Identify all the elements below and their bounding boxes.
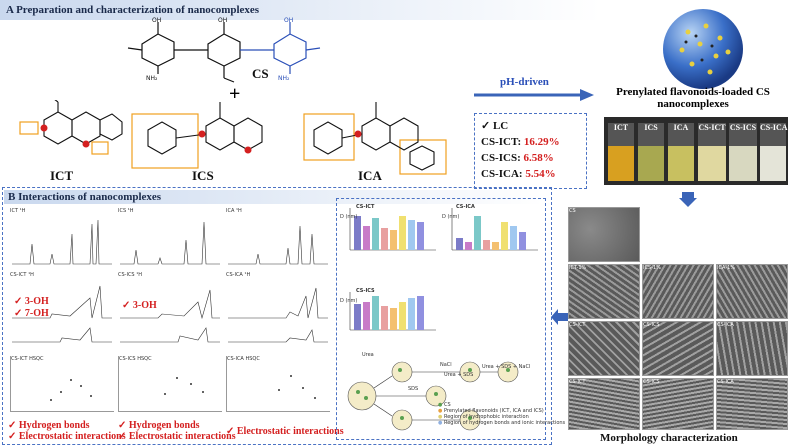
interaction-label-2a: ✓ Hydrogen bonds bbox=[118, 420, 200, 431]
interaction-label-3: ✓ Electrostatic interactions bbox=[226, 426, 344, 437]
mech-label-urea-sds: Urea + SDS bbox=[444, 372, 474, 378]
nmr-cs-ict-1h: CS-ICT ¹H bbox=[10, 272, 114, 352]
ict-label: ICT bbox=[50, 168, 74, 183]
mech-label-urea-sds-nacl: Urea + SDS + NaCl bbox=[482, 364, 531, 370]
lc-ics-label: CS-ICS: bbox=[481, 152, 521, 164]
cs-label: CS bbox=[252, 66, 269, 81]
ph-driven-arrow bbox=[474, 89, 594, 101]
nmr-cs-ics-1h: CS-ICS ¹H bbox=[118, 272, 222, 352]
mech-label-urea: Urea bbox=[362, 352, 374, 358]
nmr-ict-1h: ICT ¹H bbox=[10, 208, 114, 268]
sem-tile-cs-ict-a: CS-ICT bbox=[568, 321, 640, 376]
down-arrow-icon bbox=[679, 192, 697, 207]
check-icon: ✓ bbox=[481, 120, 493, 132]
vial-ics: ICS bbox=[638, 123, 664, 181]
sem-tile-ics-1: ICS-1% bbox=[642, 264, 714, 319]
nmr-ics-1h: ICS ¹H bbox=[118, 208, 222, 268]
lc-ict-label: CS-ICT: bbox=[481, 136, 522, 148]
sem-tile-cs-ict-b: CS-ICT bbox=[568, 378, 640, 430]
bar-chart-cs-ict-ylabel: D (nm) bbox=[340, 214, 358, 220]
legend-flavonoids: ● Prenylated flavonoids (ICT, ICA and IC… bbox=[438, 408, 544, 414]
section-b-title: B Interactions of nanocomplexes bbox=[8, 191, 162, 203]
oh-annotation-ict-2: ✓ 7-OH bbox=[14, 308, 49, 319]
bar-chart-cs-ica-title: CS-ICA bbox=[456, 204, 475, 210]
oh-annotation-ict-1: ✓ 3-OH bbox=[14, 296, 49, 307]
vials-photo: ICT ICS ICA CS-ICT CS-ICS CS-ICA bbox=[604, 117, 788, 185]
interaction-label-2b: ✓ Electrostatic interactions bbox=[118, 431, 236, 442]
left-arrow-icon bbox=[551, 309, 568, 325]
sem-tile-cs: CS bbox=[568, 207, 640, 262]
vial-cs-ict: CS-ICT bbox=[698, 123, 726, 181]
sem-tile-ica-1: ICA-1% bbox=[716, 264, 788, 319]
bar-chart-cs-ica bbox=[451, 208, 538, 251]
bar-chart-cs-ict-title: CS-ICT bbox=[356, 204, 375, 210]
bar-chart-cs-ics-ylabel: D (nm) bbox=[340, 298, 358, 304]
lc-ics-value: 6.58% bbox=[523, 152, 554, 164]
cs-structure: NH₂ NH₂ OH OH OH bbox=[127, 17, 321, 83]
ics-structure bbox=[131, 102, 263, 169]
oh-annotation-ics: ✓ 3-OH bbox=[122, 300, 157, 311]
bar-chart-cs-ict bbox=[349, 208, 436, 251]
morphology-caption: Morphology characterization bbox=[600, 432, 738, 444]
section-a-title: A Preparation and characterization of na… bbox=[6, 4, 260, 16]
hsqc-cs-ics: CS-ICS HSQC bbox=[118, 356, 222, 412]
bar-mechanism-box bbox=[336, 198, 546, 440]
bar-chart-cs-ica-ylabel: D (nm) bbox=[442, 214, 460, 220]
svg-text:OH: OH bbox=[284, 17, 293, 24]
lc-ica-value: 5.54% bbox=[525, 168, 556, 180]
vial-cs-ica: CS-ICA bbox=[760, 123, 788, 181]
ica-structure bbox=[303, 102, 447, 175]
svg-text:OH: OH bbox=[218, 17, 227, 24]
nanoparticle-sphere-icon bbox=[663, 9, 743, 89]
legend-hydrophobic: ● Region of hydrophobic interaction bbox=[438, 414, 529, 420]
vial-ict: ICT bbox=[608, 123, 634, 181]
sem-tile-cs-ica-a: CS-ICA bbox=[716, 321, 788, 376]
ph-driven-label: pH-driven bbox=[500, 76, 549, 88]
sem-tile-ict-1: ICT-1% bbox=[568, 264, 640, 319]
lc-ica-label: CS-ICA: bbox=[481, 168, 523, 180]
lc-ict-value: 16.29% bbox=[523, 136, 560, 148]
sem-tile-cs-ics-b: CS-ICS bbox=[642, 378, 714, 430]
ics-label: ICS bbox=[192, 168, 214, 183]
mech-label-nacl: NaCl bbox=[440, 362, 452, 368]
lc-box: ✓ LC CS-ICT: 16.29% CS-ICS: 6.58% CS-ICA… bbox=[474, 113, 587, 189]
mech-label-sds: SDS bbox=[408, 386, 419, 392]
svg-text:OH: OH bbox=[152, 17, 161, 24]
bar-chart-cs-ics-title: CS-ICS bbox=[356, 288, 375, 294]
lc-header: LC bbox=[492, 120, 509, 132]
legend-hbond: ● Region of hydrogen bonds and ionic int… bbox=[438, 420, 566, 426]
interaction-label-1a: ✓ Hydrogen bonds bbox=[8, 420, 90, 431]
svg-text:NH₂: NH₂ bbox=[278, 75, 290, 82]
vial-ica: ICA bbox=[668, 123, 694, 181]
nmr-cs-ica-1h: CS-ICA ¹H bbox=[226, 272, 330, 352]
mechanism-legend: ● CS ● Prenylated flavonoids (ICT, ICA a… bbox=[438, 402, 566, 426]
ica-label: ICA bbox=[358, 168, 382, 183]
mechanism-diagram bbox=[347, 361, 519, 431]
ict-structure bbox=[19, 100, 123, 155]
section-b-header bbox=[4, 190, 544, 204]
nmr-panels: ICT ¹H ICS ¹H ICA ¹H CS-ICT ¹H CS-ICS ¹H… bbox=[10, 208, 330, 418]
section-a-header bbox=[0, 0, 600, 20]
bar-chart-cs-ics bbox=[349, 292, 436, 331]
sem-tile-cs-ica-b: CS-ICA bbox=[716, 378, 788, 430]
hsqc-cs-ict: CS-ICT HSQC bbox=[10, 356, 114, 412]
interaction-label-1b: ✓ Electrostatic interactions bbox=[8, 431, 126, 442]
svg-text:NH₂: NH₂ bbox=[146, 75, 158, 82]
sem-tile-cs-ics-a: CS-ICS bbox=[642, 321, 714, 376]
nmr-ica-1h: ICA ¹H bbox=[226, 208, 330, 268]
vial-cs-ics: CS-ICS bbox=[729, 123, 757, 181]
plus-sign: + bbox=[229, 83, 241, 105]
section-b-box bbox=[2, 187, 552, 445]
nanocomplex-title: Prenylated flavonoids-loaded CS nanocomp… bbox=[616, 86, 770, 110]
hsqc-cs-ica: CS-ICA HSQC bbox=[226, 356, 330, 412]
legend-cs: ● CS bbox=[438, 402, 451, 408]
